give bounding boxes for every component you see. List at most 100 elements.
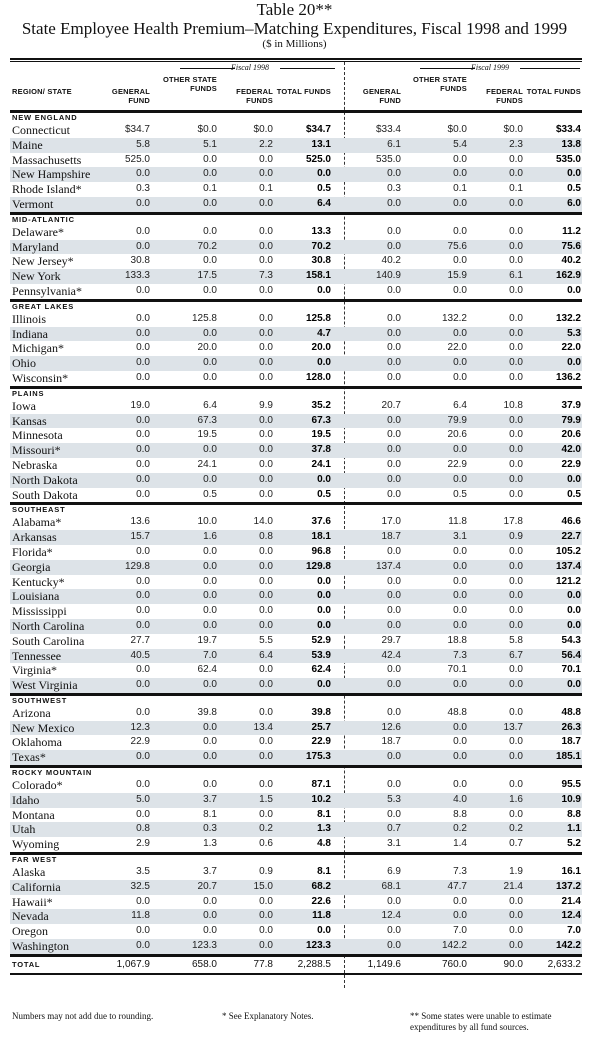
- table-cell: 12.4: [381, 910, 401, 922]
- table-cell: 19.5: [197, 429, 217, 441]
- table-cell: 0.0: [317, 168, 331, 180]
- table-cell: 7.3: [453, 649, 467, 661]
- total-row: TOTAL 1,067.9 658.0 77.8 2,288.5 1,149.6 760.0…: [10, 953, 582, 975]
- table-cell: 9.9: [259, 399, 273, 411]
- table-row: Kentucky* 0.0 0.0 0.0 0.0 0.0 0.0 0.0 121.2: [10, 575, 582, 590]
- top-rule-thin: [10, 61, 582, 62]
- table-cell: 185.1: [555, 751, 581, 763]
- table-cell: 0.0: [259, 751, 273, 763]
- region-header: SOUTHWEST: [10, 692, 582, 706]
- state-name: Illinois: [12, 311, 47, 326]
- table-cell: 123.3: [305, 940, 331, 952]
- table-cell: 0.0: [203, 619, 217, 631]
- state-name: Connecticut: [12, 123, 70, 137]
- table-cell: $0.0: [447, 124, 467, 135]
- table-cell: 0.0: [136, 925, 150, 937]
- table-cell: 0.0: [509, 357, 523, 369]
- table-cell: 0.5: [567, 183, 581, 195]
- table-cell: 0.2: [453, 823, 467, 835]
- table-cell: 12.6: [381, 721, 401, 733]
- table-cell: 37.9: [561, 399, 581, 411]
- table-cell: 75.6: [561, 240, 581, 252]
- table-cell: 0.0: [509, 808, 523, 820]
- state-name: Michigan*: [12, 341, 64, 356]
- table-cell: 0.0: [509, 679, 523, 691]
- table-cell: 7.0: [453, 925, 467, 937]
- table-cell: 0.0: [387, 706, 401, 718]
- table-cell: 0.3: [387, 183, 401, 195]
- footnote-explanatory: * See Explanatory Notes.: [222, 1011, 314, 1021]
- table-cell: 0.0: [387, 458, 401, 470]
- table-cell: 17.0: [381, 516, 401, 528]
- column-header-4: GENERAL FUND: [362, 87, 401, 105]
- table-cell: 0.0: [509, 706, 523, 718]
- table-cell: 0.0: [203, 357, 217, 369]
- table-cell: 24.1: [311, 458, 331, 470]
- table-cell: 13.8: [561, 138, 581, 150]
- table-cell: 56.4: [561, 649, 581, 661]
- region-header: SOUTHEAST: [10, 502, 582, 515]
- table-cell: 10.9: [561, 793, 581, 805]
- table-cell: 0.5: [203, 488, 217, 500]
- total-cell: 2,288.5: [297, 958, 331, 970]
- table-cell: 11.2: [562, 225, 581, 237]
- table-cell: 24.1: [197, 458, 217, 470]
- table-cell: 0.0: [453, 371, 467, 383]
- table-cell: 19.0: [130, 399, 150, 411]
- table-cell: 13.3: [311, 225, 331, 237]
- state-name: Washington: [12, 939, 70, 954]
- fiscal-1998-label: Fiscal 1998: [231, 63, 269, 72]
- table-cell: 8.8: [453, 808, 467, 820]
- table-cell: 0.0: [259, 664, 273, 676]
- table-row: Rhode Island* 0.3 0.1 0.1 0.5 0.3 0.1 0.1 0.5: [10, 182, 582, 197]
- table-row: Arizona 0.0 39.8 0.0 39.8 0.0 48.8 0.0 48.8: [10, 706, 582, 721]
- table-cell: 20.6: [447, 429, 467, 441]
- table-cell: 0.0: [509, 488, 523, 500]
- table-cell: 22.9: [130, 736, 150, 748]
- table-cell: 79.9: [447, 414, 467, 426]
- table-cell: 0.0: [317, 473, 331, 485]
- table-row: North Carolina 0.0 0.0 0.0 0.0 0.0 0.0 0.0 0.0: [10, 618, 582, 634]
- table-cell: 0.0: [259, 168, 273, 180]
- table-cell: 2.9: [136, 838, 150, 850]
- table-cell: 136.2: [555, 371, 581, 383]
- table-cell: 0.0: [136, 444, 150, 456]
- table-row: New Mexico 12.3 0.0 13.4 25.7 12.6 0.0 13.7 26.3: [10, 720, 582, 736]
- table-cell: 0.1: [259, 183, 273, 195]
- fiscal-1998-rule-left: [180, 68, 235, 69]
- table-cell: 0.0: [509, 312, 523, 324]
- table-cell: 18.1: [311, 531, 331, 543]
- table-cell: 3.5: [136, 866, 150, 878]
- table-cell: 5.8: [136, 138, 150, 150]
- table-cell: 0.0: [136, 779, 150, 791]
- table-cell: 0.0: [453, 619, 467, 631]
- table-cell: 27.7: [130, 634, 150, 646]
- table-cell: 525.0: [124, 153, 150, 165]
- table-cell: 0.0: [509, 327, 523, 339]
- table-row: Oklahoma 22.9 0.0 0.0 22.9 18.7 0.0 0.0 18.7: [10, 735, 582, 750]
- table-row: Virginia* 0.0 62.4 0.0 62.4 0.0 70.1 0.0 70.1: [10, 663, 582, 678]
- table-cell: 0.0: [317, 679, 331, 691]
- table-cell: 0.0: [317, 284, 331, 296]
- table-cell: 0.0: [509, 153, 523, 165]
- table-row: Texas* 0.0 0.0 0.0 175.3 0.0 0.0 0.0 185.1: [10, 750, 582, 766]
- table-cell: 20.0: [197, 342, 217, 354]
- table-cell: 0.0: [259, 605, 273, 617]
- table-cell: 13.6: [130, 516, 150, 528]
- table-cell: 46.6: [561, 516, 581, 528]
- table-cell: 0.0: [203, 679, 217, 691]
- table-cell: 15.7: [130, 531, 150, 543]
- table-cell: 0.5: [317, 488, 331, 500]
- table-cell: 8.8: [567, 808, 581, 820]
- table-cell: 0.0: [387, 779, 401, 791]
- region-header: FAR WEST: [10, 852, 582, 865]
- column-header-5: OTHER STATE FUNDS: [412, 75, 467, 93]
- table-cell: 0.0: [453, 225, 467, 237]
- table-cell: 70.1: [561, 664, 581, 676]
- table-cell: 3.7: [203, 793, 217, 805]
- table-cell: 40.5: [130, 649, 150, 661]
- table-cell: 0.0: [136, 240, 150, 252]
- table-row: Alaska 3.5 3.7 0.9 8.1 6.9 7.3 1.9 16.1: [10, 865, 582, 880]
- table-cell: 0.0: [259, 940, 273, 952]
- table-cell: 0.0: [259, 910, 273, 922]
